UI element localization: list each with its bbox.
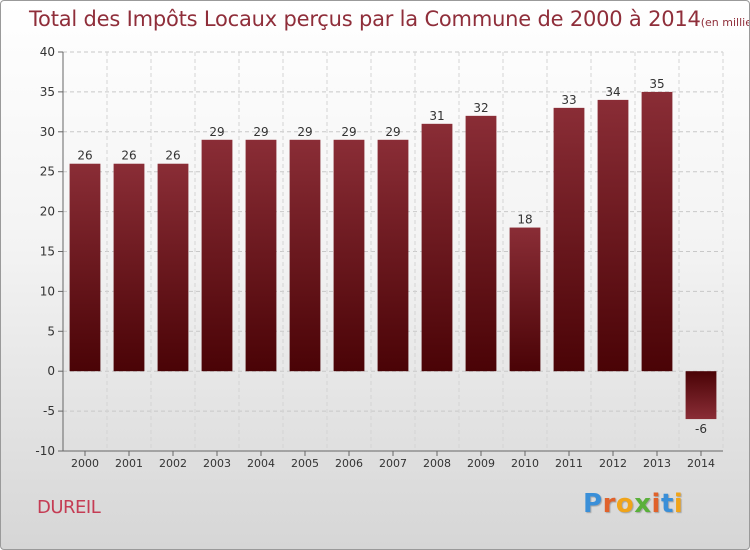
data-label: 35 xyxy=(649,77,664,91)
data-label: 29 xyxy=(341,125,356,139)
data-label: 34 xyxy=(605,85,620,99)
bar xyxy=(465,115,497,372)
bar xyxy=(157,163,189,372)
logo-letter: P xyxy=(583,489,603,519)
data-label: 29 xyxy=(385,125,400,139)
x-tick-label: 2000 xyxy=(71,457,99,470)
chart-title: Total des Impôts Locaux perçus par la Co… xyxy=(29,7,749,31)
data-label: 26 xyxy=(77,149,92,163)
x-tick-label: 2007 xyxy=(379,457,407,470)
logo-letter: i xyxy=(673,489,684,519)
data-label: 31 xyxy=(429,109,444,123)
bar xyxy=(69,163,101,372)
x-tick-label: 2008 xyxy=(423,457,451,470)
x-tick-label: 2003 xyxy=(203,457,231,470)
logo-letter: r xyxy=(602,489,616,519)
x-tick-label: 2011 xyxy=(555,457,583,470)
data-label: 29 xyxy=(209,125,224,139)
y-tick-label: 35 xyxy=(40,85,55,99)
y-tick-label: 10 xyxy=(40,284,55,298)
bar xyxy=(421,123,453,372)
y-tick-label: 25 xyxy=(40,165,55,179)
y-tick-label: 20 xyxy=(40,205,55,219)
y-tick-label: -10 xyxy=(35,444,55,458)
logo-letter: t xyxy=(660,489,674,519)
x-tick-label: 2009 xyxy=(467,457,495,470)
data-label: 29 xyxy=(253,125,268,139)
bar xyxy=(201,139,233,372)
data-label: 26 xyxy=(165,149,180,163)
bar xyxy=(553,107,585,372)
logo-letter: i xyxy=(651,489,661,519)
data-label: 32 xyxy=(473,101,488,115)
y-tick-label: 15 xyxy=(40,245,55,259)
bar xyxy=(333,139,365,372)
y-tick-label: 40 xyxy=(40,45,55,59)
data-label: -6 xyxy=(695,422,707,436)
x-tick-label: 2010 xyxy=(511,457,539,470)
proxiti-logo: Proxiti xyxy=(583,489,683,519)
logo-letter: x xyxy=(634,489,652,519)
x-tick-label: 2012 xyxy=(599,457,627,470)
y-tick-label: 30 xyxy=(40,125,55,139)
bar xyxy=(113,163,145,372)
data-label: 33 xyxy=(561,93,576,107)
logo-letter: o xyxy=(615,489,635,519)
bar xyxy=(245,139,277,372)
bar xyxy=(377,139,409,372)
bar xyxy=(289,139,321,372)
x-tick-label: 2014 xyxy=(687,457,715,470)
bar xyxy=(641,91,673,372)
y-tick-label: 0 xyxy=(47,364,55,378)
y-tick-label: -5 xyxy=(43,404,55,418)
x-tick-label: 2002 xyxy=(159,457,187,470)
x-tick-label: 2006 xyxy=(335,457,363,470)
bar xyxy=(685,371,717,420)
title-main: Total des Impôts Locaux perçus par la Co… xyxy=(29,7,701,31)
x-tick-label: 2013 xyxy=(643,457,671,470)
data-label: 29 xyxy=(297,125,312,139)
x-tick-label: 2001 xyxy=(115,457,143,470)
commune-name: DUREIL xyxy=(37,497,101,518)
bar xyxy=(509,227,541,372)
data-label: 26 xyxy=(121,149,136,163)
x-tick-label: 2005 xyxy=(291,457,319,470)
x-tick-label: 2004 xyxy=(247,457,275,470)
y-tick-label: 5 xyxy=(47,324,55,338)
title-unit: (en milliers d'€) xyxy=(700,16,749,29)
bar xyxy=(597,99,629,372)
data-label: 18 xyxy=(517,213,532,227)
